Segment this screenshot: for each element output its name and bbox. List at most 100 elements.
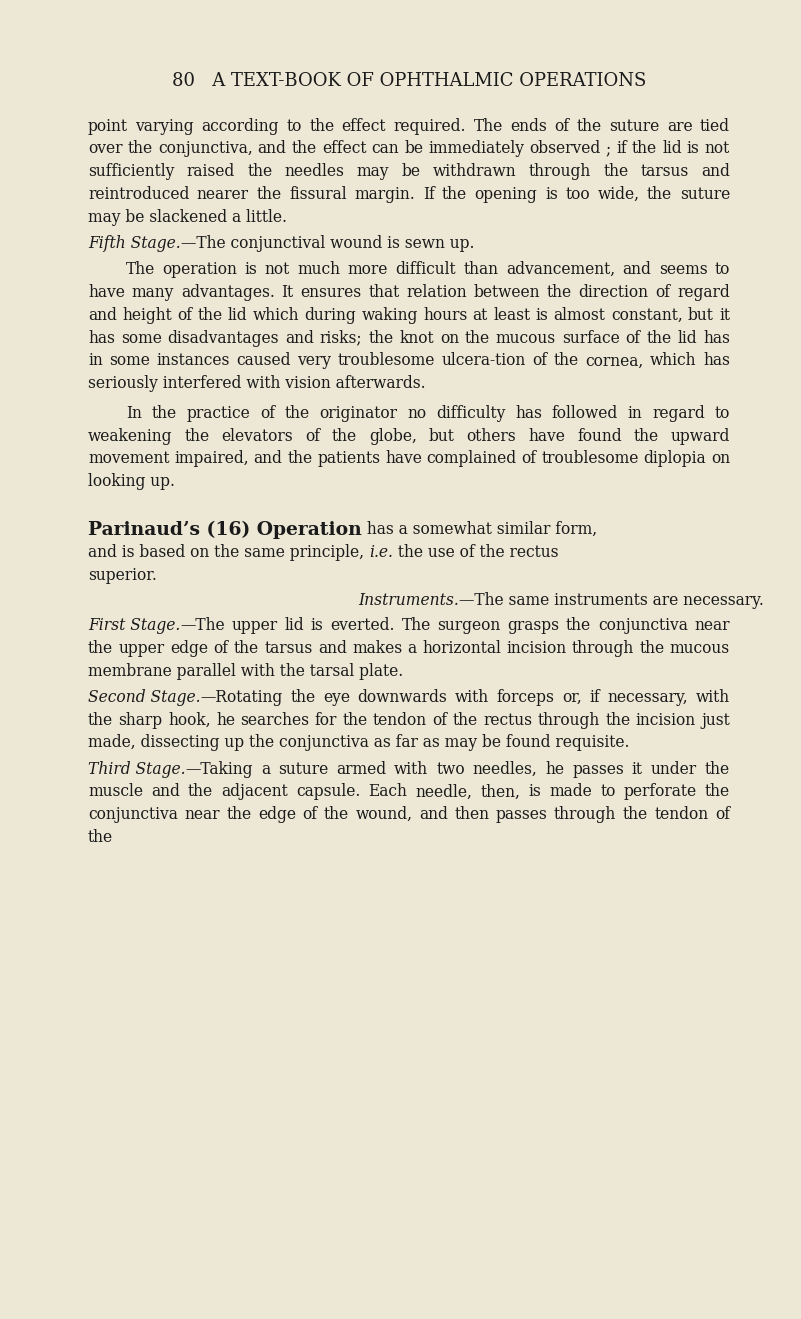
Text: to: to [714, 261, 730, 278]
Text: the: the [465, 330, 490, 347]
Text: surface: surface [562, 330, 620, 347]
Text: according: according [202, 117, 279, 135]
Text: followed: followed [552, 405, 618, 422]
Text: impaired,: impaired, [175, 451, 249, 467]
Text: the: the [705, 783, 730, 801]
Text: through: through [537, 711, 600, 728]
Text: of: of [521, 451, 537, 467]
Text: the: the [553, 352, 579, 369]
Text: on: on [710, 451, 730, 467]
Text: the: the [632, 140, 657, 157]
Text: and: and [88, 307, 117, 324]
Text: opening: opening [475, 186, 537, 203]
Text: to: to [714, 405, 730, 422]
Text: hours: hours [423, 307, 468, 324]
Text: surgeon: surgeon [437, 617, 501, 634]
Text: instances: instances [156, 352, 230, 369]
Text: difficulty: difficulty [436, 405, 505, 422]
Text: has: has [515, 405, 542, 422]
Text: on: on [440, 330, 459, 347]
Text: effect: effect [342, 117, 386, 135]
Text: with: with [455, 689, 489, 706]
Text: is: is [245, 261, 258, 278]
Text: cornea,: cornea, [586, 352, 644, 369]
Text: tarsus: tarsus [641, 164, 689, 181]
Text: tied: tied [700, 117, 730, 135]
Text: is: is [529, 783, 541, 801]
Text: which: which [650, 352, 697, 369]
Text: hook,: hook, [168, 711, 211, 728]
Text: edge: edge [258, 806, 296, 823]
Text: eye: eye [323, 689, 350, 706]
Text: between: between [473, 284, 540, 301]
Text: upward: upward [670, 427, 730, 445]
Text: not: not [265, 261, 290, 278]
Text: downwards: downwards [357, 689, 448, 706]
Text: the: the [127, 140, 153, 157]
Text: the: the [647, 186, 672, 203]
Text: 80   A TEXT-BOOK OF OPHTHALMIC OPERATIONS: 80 A TEXT-BOOK OF OPHTHALMIC OPERATIONS [171, 73, 646, 90]
Text: sufficiently: sufficiently [88, 164, 175, 181]
Text: fissural: fissural [289, 186, 347, 203]
Text: the: the [547, 284, 572, 301]
Text: conjunctiva: conjunctiva [598, 617, 688, 634]
Text: membrane parallel with the tarsal plate.: membrane parallel with the tarsal plate. [88, 662, 403, 679]
Text: the: the [606, 711, 630, 728]
Text: searches: searches [240, 711, 309, 728]
Text: of: of [303, 806, 317, 823]
Text: the use of the rectus: the use of the rectus [392, 543, 558, 561]
Text: advantages.: advantages. [181, 284, 275, 301]
Text: least: least [493, 307, 530, 324]
Text: tendon: tendon [654, 806, 709, 823]
Text: operation: operation [163, 261, 237, 278]
Text: almost: almost [553, 307, 606, 324]
Text: much: much [297, 261, 340, 278]
Text: lid: lid [662, 140, 682, 157]
Text: passes: passes [496, 806, 548, 823]
Text: no: no [407, 405, 426, 422]
Text: the: the [324, 806, 349, 823]
Text: and is based on the same principle,: and is based on the same principle, [88, 543, 369, 561]
Text: the: the [705, 761, 730, 778]
Text: tendon: tendon [373, 711, 427, 728]
Text: ends: ends [510, 117, 547, 135]
Text: that: that [368, 284, 400, 301]
Text: constant,: constant, [611, 307, 682, 324]
Text: —Rotating: —Rotating [200, 689, 283, 706]
Text: at: at [473, 307, 488, 324]
Text: then: then [454, 806, 489, 823]
Text: the: the [234, 640, 259, 657]
Text: some: some [121, 330, 162, 347]
Text: The: The [473, 117, 503, 135]
Text: Parinaud’s (16) Operation: Parinaud’s (16) Operation [88, 521, 362, 539]
Text: has a somewhat similar form,: has a somewhat similar form, [362, 521, 597, 538]
Text: too: too [566, 186, 590, 203]
Text: perforate: perforate [624, 783, 697, 801]
Text: found: found [577, 427, 622, 445]
Text: and: and [285, 330, 314, 347]
Text: which: which [253, 307, 300, 324]
Text: advancement,: advancement, [506, 261, 615, 278]
Text: everted.: everted. [330, 617, 395, 634]
Text: knot: knot [400, 330, 434, 347]
Text: of: of [715, 806, 730, 823]
Text: and: and [258, 140, 287, 157]
Text: lid: lid [678, 330, 697, 347]
Text: sharp: sharp [119, 711, 163, 728]
Text: others: others [467, 427, 517, 445]
Text: of: of [177, 307, 192, 324]
Text: the: the [256, 186, 282, 203]
Text: —The: —The [180, 617, 225, 634]
Text: the: the [368, 330, 393, 347]
Text: —The same instruments are necessary.: —The same instruments are necessary. [460, 592, 764, 609]
Text: withdrawn: withdrawn [433, 164, 517, 181]
Text: forceps: forceps [497, 689, 554, 706]
Text: of: of [655, 284, 670, 301]
Text: weakening: weakening [88, 427, 172, 445]
Text: incision: incision [636, 711, 696, 728]
Text: of: of [626, 330, 641, 347]
Text: makes: makes [352, 640, 402, 657]
Text: tarsus: tarsus [264, 640, 312, 657]
Text: is: is [536, 307, 549, 324]
Text: edge: edge [170, 640, 208, 657]
